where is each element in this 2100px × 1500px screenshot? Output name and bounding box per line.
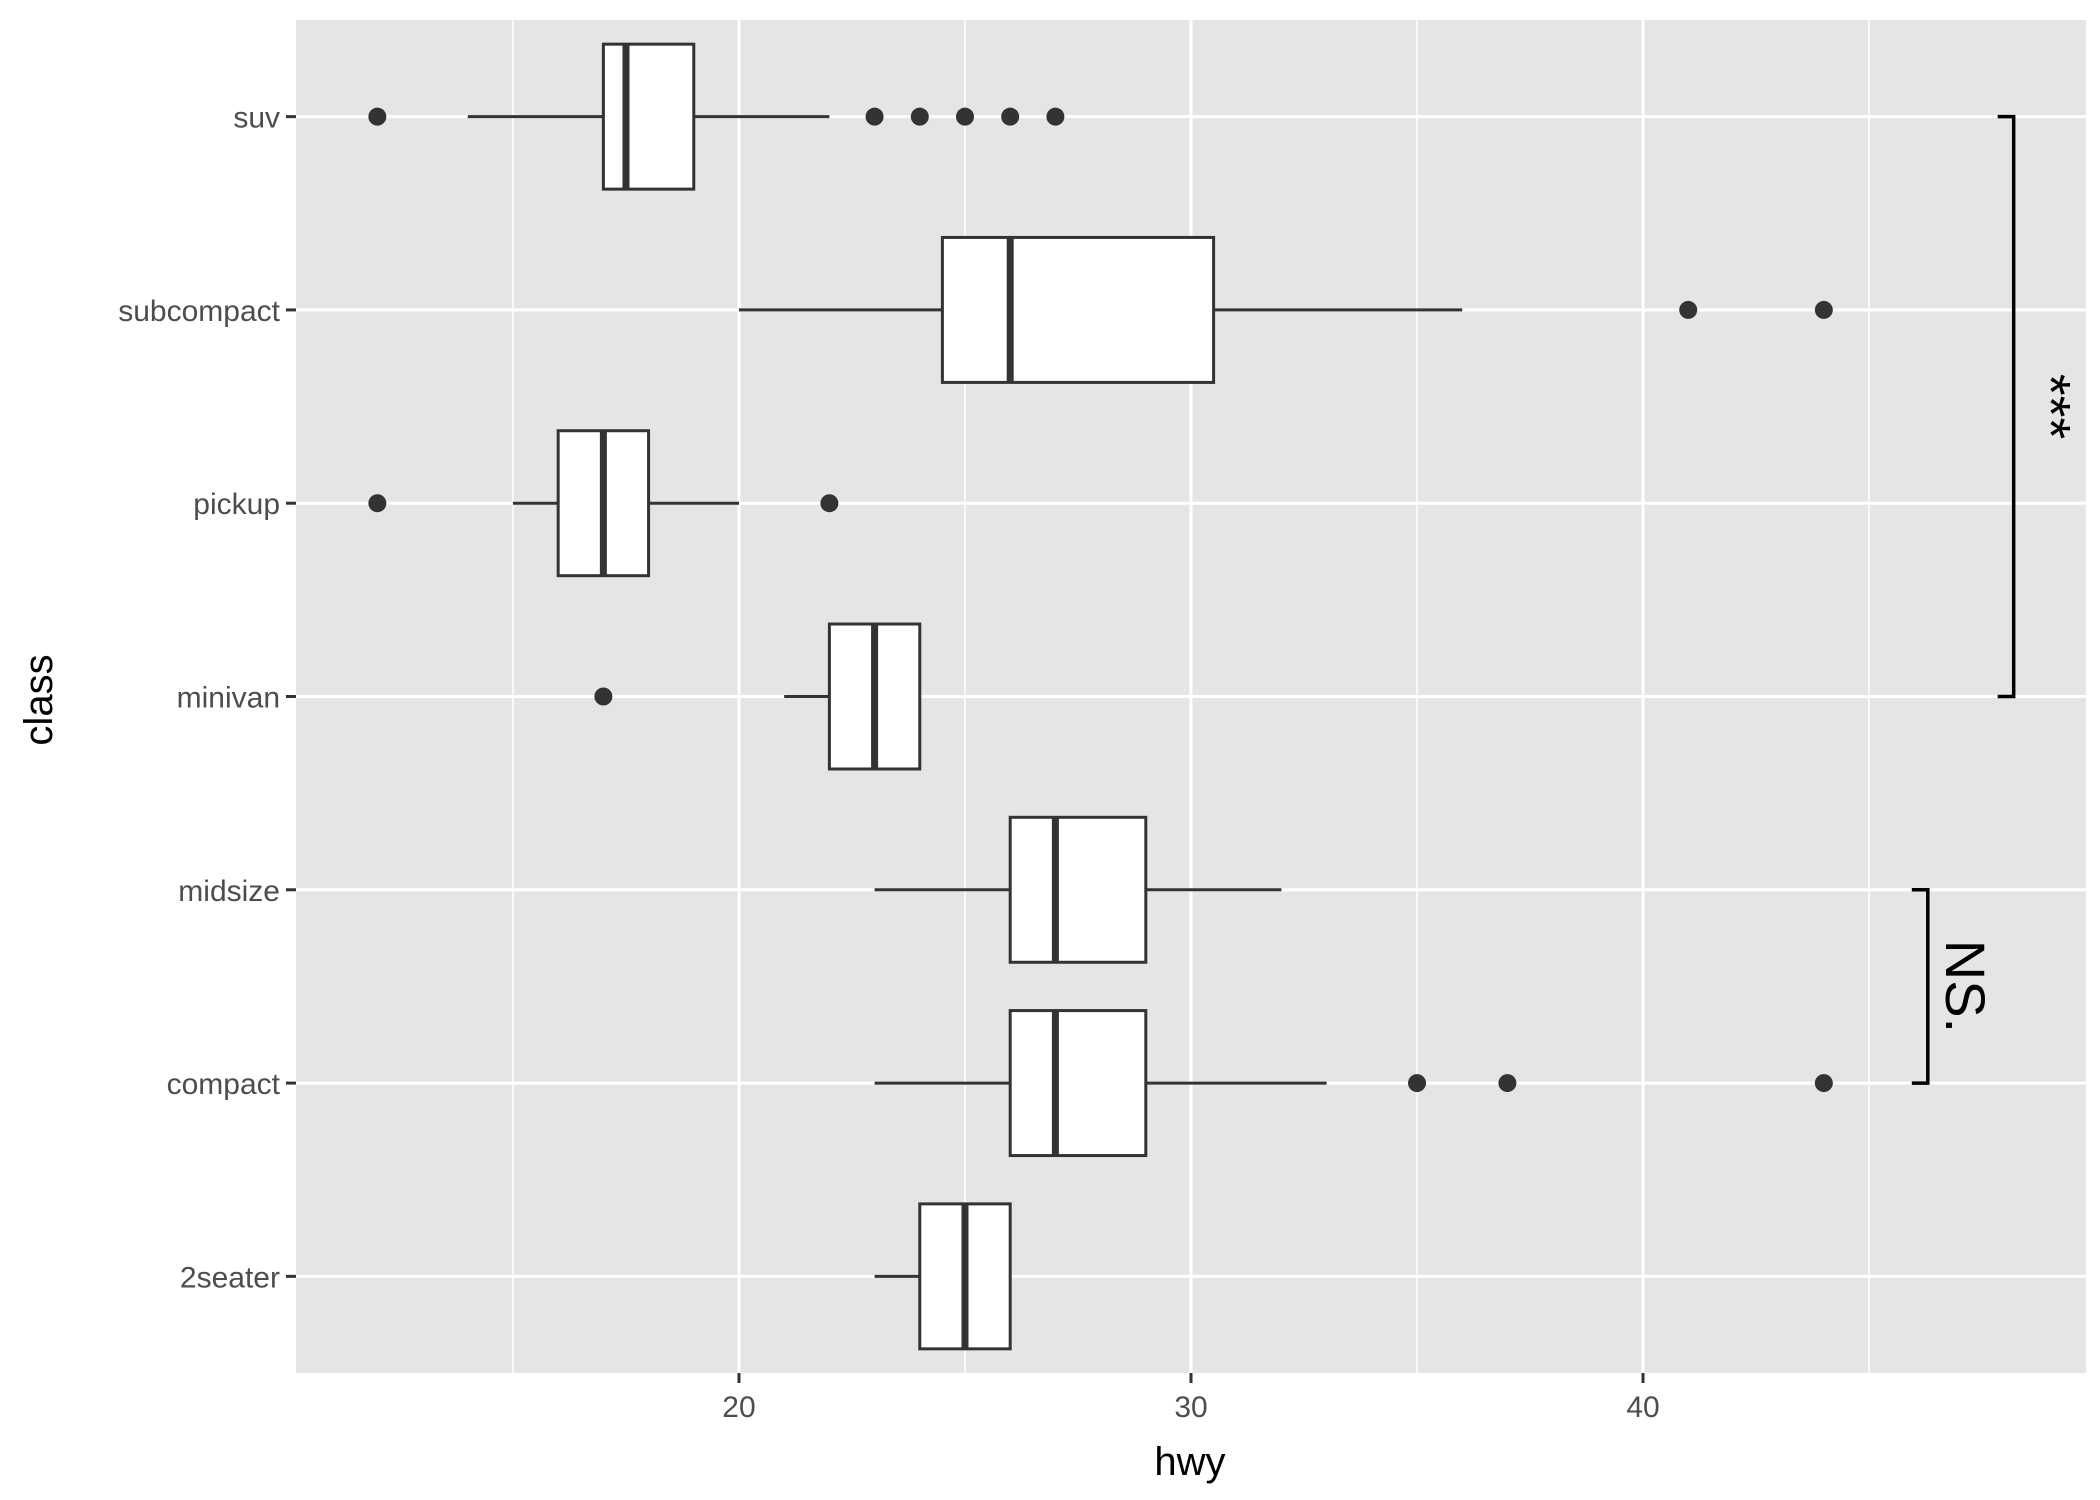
x-tick-label: 30 xyxy=(1174,1391,1207,1424)
outlier-point xyxy=(820,494,839,513)
outlier-point xyxy=(1046,107,1065,126)
outlier-point xyxy=(368,107,387,126)
outlier-point xyxy=(1679,300,1698,319)
y-tick-label: midsize xyxy=(178,875,280,908)
box-midsize xyxy=(1008,815,1148,964)
outlier-point xyxy=(865,107,884,126)
outlier-point xyxy=(1408,1074,1427,1093)
y-axis-title: class xyxy=(17,654,61,745)
x-tick-label: 40 xyxy=(1626,1391,1659,1424)
box-subcompact xyxy=(940,235,1216,384)
significance-bracket xyxy=(1997,114,2016,699)
y-tick-label: compact xyxy=(167,1068,281,1101)
box-compact xyxy=(1008,1009,1148,1158)
x-axis-title: hwy xyxy=(1154,1440,1225,1484)
outlier-point xyxy=(1814,300,1833,319)
outlier-point xyxy=(1814,1074,1833,1093)
box-suv xyxy=(601,42,696,191)
y-tick-label: 2seater xyxy=(180,1261,280,1294)
y-tick-label: subcompact xyxy=(118,295,280,328)
significance-label: *** xyxy=(2020,374,2083,439)
y-tick-label: suv xyxy=(233,102,280,135)
outlier-point xyxy=(368,494,387,513)
outlier-point xyxy=(594,687,613,706)
outlier-point xyxy=(910,107,929,126)
y-tick-label: pickup xyxy=(193,488,280,521)
x-tick-label: 20 xyxy=(722,1391,755,1424)
outlier-point xyxy=(1001,107,1020,126)
significance-label: NS. xyxy=(1934,940,1997,1033)
y-tick-label: minivan xyxy=(177,682,280,715)
outlier-point xyxy=(955,107,974,126)
outlier-point xyxy=(1498,1074,1517,1093)
significance-bracket xyxy=(1911,888,1930,1085)
